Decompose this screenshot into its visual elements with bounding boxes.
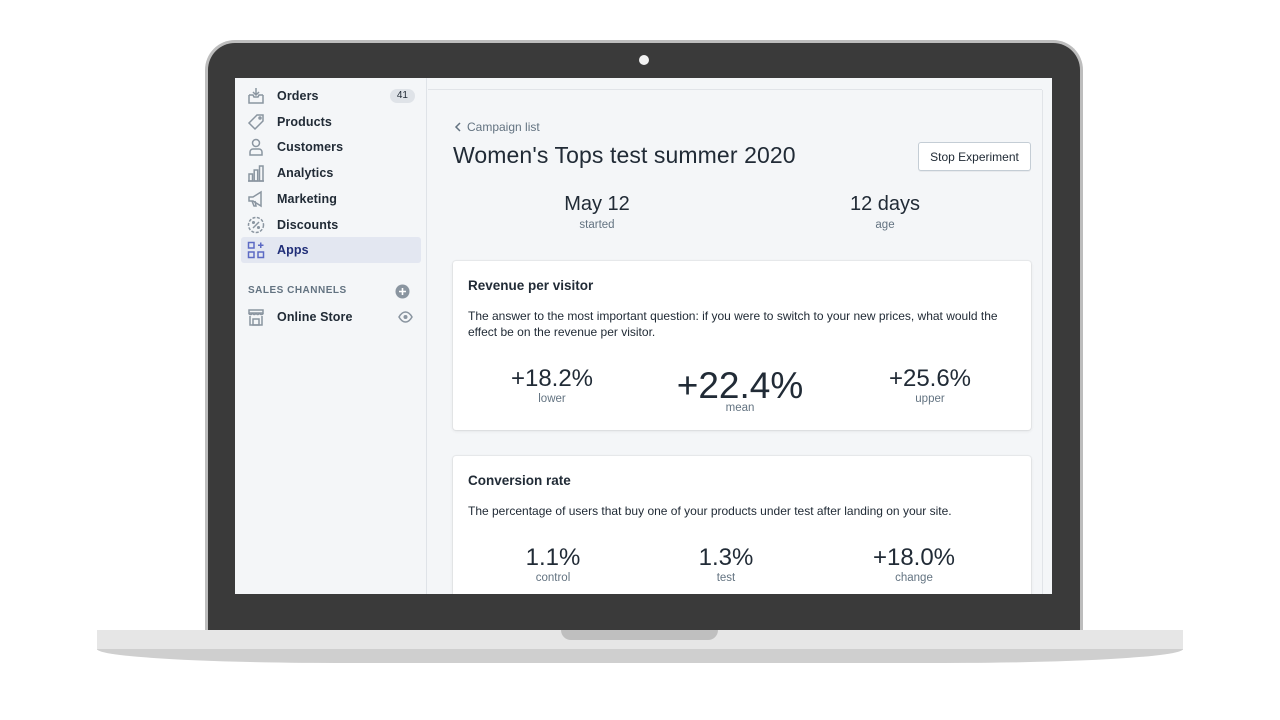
metric-mean: +22.4% mean xyxy=(665,367,815,414)
metric-value: +18.0% xyxy=(872,544,956,571)
back-link-label[interactable]: Campaign list xyxy=(467,120,540,134)
metric-label: test xyxy=(716,572,736,584)
discount-icon xyxy=(247,216,265,234)
sidebar-item-apps[interactable]: Apps xyxy=(241,237,421,263)
started-caption: started xyxy=(579,219,615,231)
metric-lower: +18.2% lower xyxy=(477,365,627,406)
sidebar-item-analytics[interactable]: Analytics xyxy=(241,160,421,186)
age-stat: 12 days age xyxy=(805,193,965,231)
main-content: Campaign list Women's Tops test summer 2… xyxy=(428,78,1052,594)
card-description: The percentage of users that buy one of … xyxy=(468,504,952,518)
metric-value: +25.6% xyxy=(888,365,972,392)
conversion-rate-card: Conversion rate The percentage of users … xyxy=(453,456,1031,594)
orders-icon xyxy=(247,87,265,105)
metric-value: +22.4% xyxy=(676,365,804,406)
metric-value: 1.1% xyxy=(525,544,581,571)
metric-change: +18.0% change xyxy=(839,544,989,585)
megaphone-icon xyxy=(247,190,265,208)
card-description: The answer to the most important questio… xyxy=(468,309,998,339)
sidebar-item-label: Orders xyxy=(277,89,319,103)
laptop-base-bottom xyxy=(97,649,1183,663)
revenue-per-visitor-card: Revenue per visitor The answer to the mo… xyxy=(453,261,1031,430)
eye-icon[interactable] xyxy=(398,310,413,324)
store-icon xyxy=(247,308,265,326)
sidebar-item-label: Discounts xyxy=(277,218,339,232)
sidebar-item-discounts[interactable]: Discounts xyxy=(241,212,421,238)
sidebar-item-label: Online Store xyxy=(277,310,353,324)
apps-icon xyxy=(247,241,265,259)
sidebar-item-label: Analytics xyxy=(277,166,334,180)
sidebar-item-label: Customers xyxy=(277,140,344,154)
sidebar-item-label: Marketing xyxy=(277,192,337,206)
breadcrumb[interactable]: Campaign list xyxy=(454,120,540,134)
metric-label: lower xyxy=(538,393,566,405)
card-title: Revenue per visitor xyxy=(468,278,594,293)
sales-channels-heading: SALES CHANNELS xyxy=(248,285,347,296)
sidebar-item-customers[interactable]: Customers xyxy=(241,134,421,160)
started-stat: May 12 started xyxy=(517,193,677,231)
metric-test: 1.3% test xyxy=(651,544,801,585)
stop-experiment-button[interactable]: Stop Experiment xyxy=(918,142,1031,171)
bar-chart-icon xyxy=(247,164,265,182)
age-caption: age xyxy=(875,219,895,231)
metric-control: 1.1% control xyxy=(478,544,628,585)
right-divider xyxy=(1042,90,1043,594)
metric-value: +18.2% xyxy=(510,365,594,392)
age-value: 12 days xyxy=(849,193,921,215)
page-title: Women's Tops test summer 2020 xyxy=(453,142,796,168)
sidebar-item-label: Products xyxy=(277,115,332,129)
metric-label: control xyxy=(535,572,571,584)
sidebar-item-marketing[interactable]: Marketing xyxy=(241,186,421,212)
metric-label: mean xyxy=(725,402,755,414)
started-value: May 12 xyxy=(564,193,630,215)
sidebar-item-label: Apps xyxy=(277,243,309,257)
laptop-notch xyxy=(561,630,718,640)
metric-label: upper xyxy=(915,393,945,405)
add-channel-icon[interactable] xyxy=(395,284,410,299)
metric-label: change xyxy=(895,572,933,584)
app-screen: Orders 41 Products Customers Analytics xyxy=(235,78,1052,594)
metric-value: 1.3% xyxy=(698,544,754,571)
orders-count-badge: 41 xyxy=(389,89,415,103)
sidebar-item-products[interactable]: Products xyxy=(241,109,421,135)
sidebar-item-orders[interactable]: Orders 41 xyxy=(241,83,421,109)
tag-icon xyxy=(247,113,265,131)
sidebar-item-online-store[interactable]: Online Store xyxy=(241,304,421,330)
person-icon xyxy=(247,138,265,156)
laptop-base xyxy=(97,630,1183,650)
top-divider xyxy=(428,89,1042,90)
metric-upper: +25.6% upper xyxy=(855,365,1005,406)
sidebar: Orders 41 Products Customers Analytics xyxy=(235,78,427,594)
chevron-left-icon xyxy=(454,122,461,132)
camera-icon xyxy=(639,55,649,65)
card-title: Conversion rate xyxy=(468,473,571,488)
